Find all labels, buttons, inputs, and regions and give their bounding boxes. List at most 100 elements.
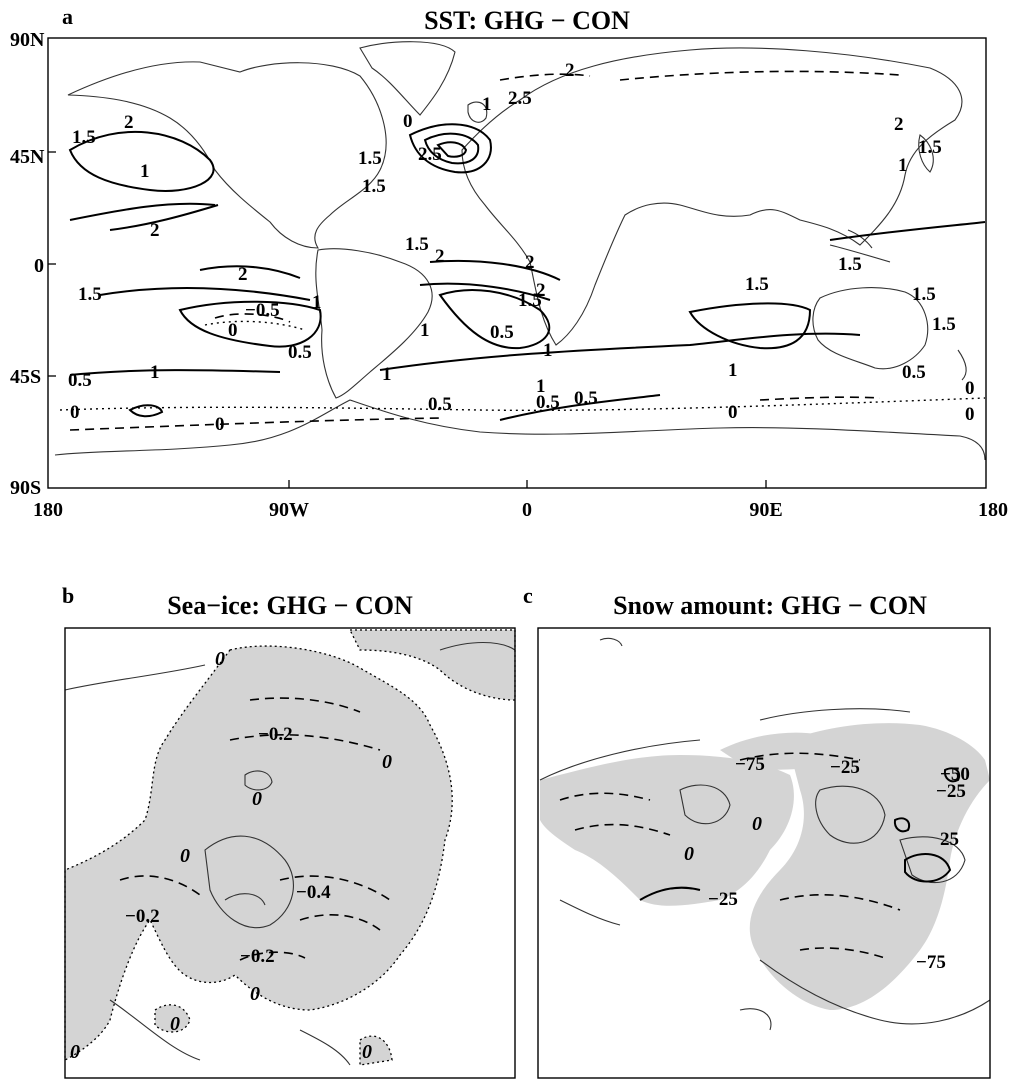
label-neg-50: −50	[940, 764, 970, 785]
panel-a-letter: a	[62, 4, 73, 29]
panel-b-letter: b	[62, 583, 74, 608]
panel-c-letter: c	[523, 583, 533, 608]
sea-ice-region	[64, 645, 453, 1062]
label-neg-0-2: −0.2	[125, 906, 160, 927]
snow-hole-2	[815, 785, 886, 844]
label-1: 1	[482, 94, 492, 115]
label-1: 1	[543, 340, 553, 361]
label-neg-25: −25	[936, 781, 966, 802]
panel-a-contour-labels: 1.5 2 1 2 2 1.5 −0.5 1 0 0.5 1 0.5 0 0 1…	[68, 60, 975, 435]
label-0: 0	[215, 414, 225, 435]
label-0: 0	[362, 1041, 372, 1063]
label-0: 0	[170, 1013, 180, 1035]
label-0: 0	[382, 751, 392, 773]
lat-tick-90n: 90N	[10, 29, 45, 51]
panel-a-title: SST: GHG − CON	[424, 6, 630, 35]
lat-tick-0: 0	[34, 255, 44, 277]
label-0: 0	[215, 648, 225, 670]
label-1: 1	[536, 376, 546, 397]
label-2: 2	[894, 114, 904, 135]
label-0-5: 0.5	[490, 322, 514, 343]
british-isles-coast	[467, 101, 488, 123]
panel-c-contour-labels: −75 −25 −50 −25 25 0 0 −25 −75	[684, 754, 970, 973]
label-1-5: 1.5	[838, 254, 862, 275]
panel-a-coastlines	[54, 41, 986, 461]
label-2: 2	[435, 246, 445, 267]
label-0: 0	[752, 813, 762, 835]
snow-region-north	[720, 732, 850, 770]
panel-b: b Sea−ice: GHG − CON 0 −0.2	[62, 583, 516, 1079]
panel-b-contours	[119, 697, 391, 961]
label-1: 1	[312, 292, 322, 313]
lon-tick-0: 0	[522, 499, 532, 521]
label-2-5: 2.5	[418, 144, 442, 165]
label-2: 2	[238, 264, 248, 285]
panel-c-title: Snow amount: GHG − CON	[613, 591, 927, 620]
label-1-5: 1.5	[72, 127, 96, 148]
lon-tick-180e: 180	[978, 499, 1008, 521]
label-0-5: 0.5	[428, 394, 452, 415]
label-1: 1	[898, 155, 908, 176]
label-1-5: 1.5	[518, 290, 542, 311]
sea-ice-lower-right	[359, 1035, 393, 1066]
label-0: 0	[684, 843, 694, 865]
label-0: 0	[252, 788, 262, 810]
label-1-5: 1.5	[362, 176, 386, 197]
label-1-5: 1.5	[78, 284, 102, 305]
lat-tick-45s: 45S	[10, 366, 41, 388]
panel-c-frame	[537, 627, 991, 1079]
label-neg-75: −75	[735, 754, 765, 775]
label-neg-0-2: −0.2	[240, 946, 275, 967]
panel-c-contours	[559, 752, 961, 959]
panel-c: c Snow amount: GHG − CON	[523, 583, 991, 1079]
label-1: 1	[728, 360, 738, 381]
label-1: 1	[140, 161, 150, 182]
label-2: 2	[124, 112, 134, 133]
panel-a-tick-marks	[48, 151, 767, 488]
greenland-coast	[359, 41, 456, 116]
sea-ice-upper-right	[348, 629, 516, 701]
label-0-5: 0.5	[68, 370, 92, 391]
label-neg-0-4: −0.4	[296, 882, 331, 903]
south-america-coast	[315, 248, 433, 399]
lon-tick-180w: 180	[33, 499, 63, 521]
snow-region-east	[749, 723, 990, 1010]
panel-b-frame	[64, 627, 516, 1079]
lat-tick-90s: 90S	[10, 477, 41, 499]
label-neg-25: −25	[830, 757, 860, 778]
lon-tick-90e: 90E	[749, 499, 782, 521]
sea-ice-lower-left	[154, 1004, 191, 1033]
label-2: 2	[536, 280, 546, 301]
label-neg-0-2: −0.2	[258, 724, 293, 745]
label-0-5: 0.5	[536, 392, 560, 413]
label-0: 0	[728, 402, 738, 423]
label-1: 1	[382, 364, 392, 385]
label-1: 1	[420, 320, 430, 341]
label-0-5: 0.5	[902, 362, 926, 383]
label-0: 0	[228, 320, 238, 341]
label-2-5: 2.5	[508, 88, 532, 109]
label-1-5: 1.5	[918, 137, 942, 158]
label-1-5: 1.5	[745, 274, 769, 295]
panel-b-contour-labels: 0 −0.2 0 0 0 −0.4 −0.2 −0.2 0 0 0 0	[70, 648, 392, 1063]
africa-eurasia-coast	[461, 47, 963, 346]
lon-tick-90w: 90W	[269, 499, 309, 521]
label-pos-25: 25	[940, 829, 959, 850]
label-2: 2	[565, 60, 575, 81]
label-1-5: 1.5	[358, 148, 382, 169]
label-neg-25: −25	[708, 889, 738, 910]
label-0: 0	[965, 378, 975, 399]
panel-a: a SST: GHG − CON 90N 45N 0 45S 90S 180 9…	[10, 4, 1008, 521]
panel-b-coastlines	[64, 642, 516, 1066]
label-0: 0	[403, 111, 413, 132]
label-0-5: 0.5	[574, 388, 598, 409]
panel-c-coastlines	[539, 637, 991, 1031]
label-neg-75: −75	[916, 952, 946, 973]
label-neg-0-5: −0.5	[245, 300, 280, 321]
antarctica-coast	[54, 399, 986, 461]
japan-coast	[918, 134, 934, 173]
label-0: 0	[70, 1041, 80, 1063]
label-0: 0	[250, 983, 260, 1005]
label-1: 1	[150, 362, 160, 383]
